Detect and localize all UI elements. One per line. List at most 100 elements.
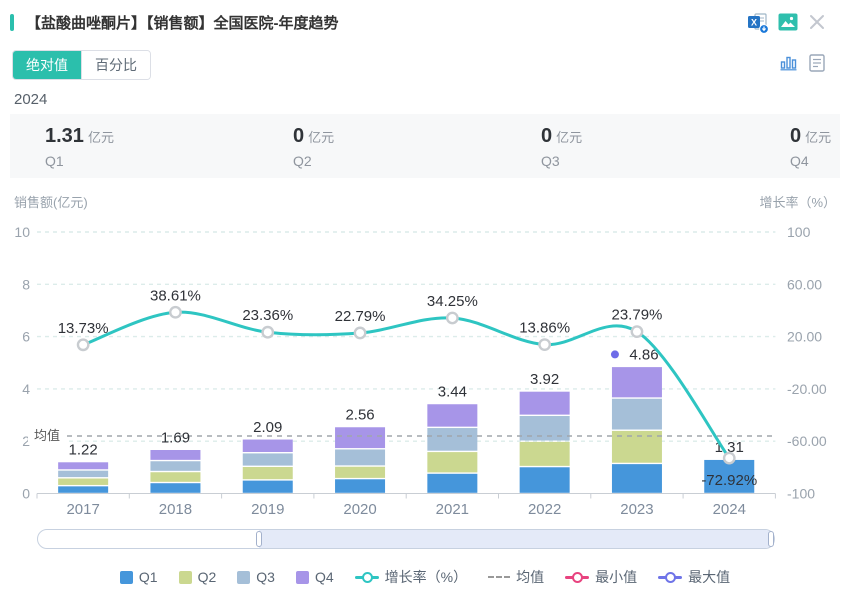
chart-view-icon[interactable] — [780, 54, 797, 76]
mean-line-label: 均值 — [34, 428, 60, 443]
summary-q3: 0 亿元 Q3 — [541, 125, 582, 169]
bar-2018[interactable] — [150, 450, 201, 493]
growth-rate-markers — [76, 305, 736, 465]
legend-item-max-value[interactable]: 最大值 — [658, 567, 730, 587]
legend-item-q1[interactable]: Q1 — [119, 569, 158, 585]
legend-item-mean[interactable]: 均值 — [488, 567, 544, 587]
svg-text:1.69: 1.69 — [161, 429, 190, 446]
svg-text:2018: 2018 — [159, 501, 192, 518]
svg-text:34.25%: 34.25% — [427, 293, 478, 310]
close-icon[interactable] — [808, 13, 826, 36]
svg-text:0: 0 — [22, 486, 30, 502]
tab-percentage[interactable]: 百分比 — [81, 51, 150, 79]
svg-text:2022: 2022 — [528, 501, 561, 518]
export-excel-icon[interactable]: X — [747, 12, 769, 39]
summary-q3-value: 0 — [541, 125, 553, 147]
svg-text:2.09: 2.09 — [253, 419, 282, 436]
svg-text:2019: 2019 — [251, 501, 284, 518]
tab-absolute-value[interactable]: 绝对值 — [13, 51, 81, 79]
growth-point-2018[interactable] — [169, 305, 182, 319]
bar-2024[interactable] — [704, 459, 755, 493]
datazoom-slider[interactable] — [37, 529, 775, 549]
summary-q1: 1.31 亿元 Q1 — [45, 125, 114, 169]
growth-point-2024[interactable] — [722, 451, 736, 465]
svg-text:38.61%: 38.61% — [150, 287, 201, 304]
legend-swatch-q4 — [295, 570, 309, 584]
svg-text:4: 4 — [22, 381, 30, 397]
left-axis-title: 销售额(亿元) — [14, 195, 88, 210]
max-value-marker — [610, 350, 619, 359]
summary-q4-label: Q4 — [790, 153, 809, 169]
growth-point-2019[interactable] — [261, 325, 275, 339]
datazoom-selected-range[interactable] — [258, 530, 774, 548]
growth-rate-labels: 13.73% 38.61% 23.36% 22.79% 34.25% 13.86% 23.7… — [58, 287, 757, 489]
svg-text:2023: 2023 — [620, 501, 653, 518]
svg-text:1.31: 1.31 — [715, 439, 744, 456]
growth-point-2017[interactable] — [76, 338, 90, 352]
svg-text:2.56: 2.56 — [345, 407, 374, 424]
svg-text:2020: 2020 — [343, 501, 376, 518]
svg-text:2: 2 — [22, 433, 30, 449]
svg-text:10: 10 — [14, 224, 30, 240]
bar-2022[interactable] — [519, 391, 570, 493]
svg-text:X: X — [751, 18, 757, 28]
svg-text:23.36%: 23.36% — [242, 307, 293, 324]
bar-2020[interactable] — [335, 427, 386, 493]
growth-point-2022[interactable] — [538, 338, 552, 352]
svg-text:22.79%: 22.79% — [335, 308, 386, 325]
datazoom-left-handle[interactable] — [255, 531, 262, 547]
export-image-icon[interactable] — [778, 13, 798, 36]
legend-label: 最小值 — [595, 569, 638, 585]
bar-2019[interactable] — [242, 439, 293, 493]
legend-item-q2[interactable]: Q2 — [178, 569, 216, 585]
legend-line-marker-swatch — [565, 571, 590, 583]
growth-point-2021[interactable] — [445, 311, 459, 325]
summary-q1-label: Q1 — [45, 153, 64, 169]
svg-text:-20.00: -20.00 — [787, 381, 827, 397]
svg-text:8: 8 — [22, 276, 30, 292]
legend-label: Q1 — [138, 569, 158, 585]
summary-q1-unit: 亿元 — [87, 130, 114, 145]
bar-value-labels: 1.22 1.69 2.09 2.56 3.44 3.92 4.86 1.31 — [69, 346, 744, 458]
summary-q2-value: 0 — [293, 125, 305, 147]
datazoom-right-handle[interactable] — [768, 531, 774, 547]
legend-item-q4[interactable]: Q4 — [295, 569, 334, 585]
report-view-icon[interactable] — [809, 54, 825, 77]
right-axis-tick-labels: 100 60.00 20.00 -20.00 -60.00 -100 — [787, 224, 827, 502]
right-axis-title: 增长率（%） — [759, 195, 836, 210]
legend-dashed-line-swatch — [488, 576, 511, 578]
legend-label: Q3 — [256, 569, 275, 585]
summary-q4-value: 0 — [790, 125, 802, 147]
bar-2017[interactable] — [58, 462, 109, 493]
bar-2023[interactable] — [611, 367, 662, 493]
summary-q3-label: Q3 — [541, 153, 560, 169]
year-label: 2024 — [14, 91, 48, 108]
stacked-bars — [58, 367, 755, 493]
svg-text:-60.00: -60.00 — [787, 433, 827, 449]
growth-point-2023[interactable] — [630, 325, 644, 339]
x-axis — [36, 493, 776, 499]
summary-q2-label: Q2 — [293, 153, 312, 169]
svg-text:2021: 2021 — [436, 501, 469, 518]
quarter-summary-card: 1.31 亿元 Q1 0 亿元 Q2 0 亿元 Q3 0 亿元 Q4 — [10, 114, 840, 178]
grid-lines — [37, 231, 776, 442]
legend-item-q3[interactable]: Q3 — [237, 569, 275, 585]
legend-swatch-q2 — [178, 570, 192, 584]
growth-point-2020[interactable] — [353, 326, 367, 340]
svg-text:23.79%: 23.79% — [612, 307, 663, 324]
legend-label: 增长率（%） — [384, 569, 468, 585]
legend-label: 均值 — [516, 569, 545, 585]
svg-text:100: 100 — [787, 224, 811, 240]
x-axis-labels: 2017 2018 2019 2020 2021 2022 2023 2024 — [66, 501, 745, 518]
legend-item-min-value[interactable]: 最小值 — [565, 567, 637, 587]
summary-q2-unit: 亿元 — [308, 130, 335, 145]
bar-2021[interactable] — [427, 404, 478, 493]
legend-item-growth-rate[interactable]: 增长率（%） — [354, 567, 468, 587]
legend-line-marker-swatch — [658, 571, 683, 583]
legend-line-marker-swatch — [354, 571, 379, 583]
svg-text:3.92: 3.92 — [530, 371, 559, 388]
svg-text:1.22: 1.22 — [69, 442, 98, 459]
chart-svg: 10 8 6 4 2 0 100 60.00 20.00 -20.00 -60.00 -100 均值 1.… — [14, 224, 827, 518]
chart-legend: Q1 Q2 Q3 Q4 增长率（%） 均值 最小值 最大值 — [0, 566, 850, 588]
